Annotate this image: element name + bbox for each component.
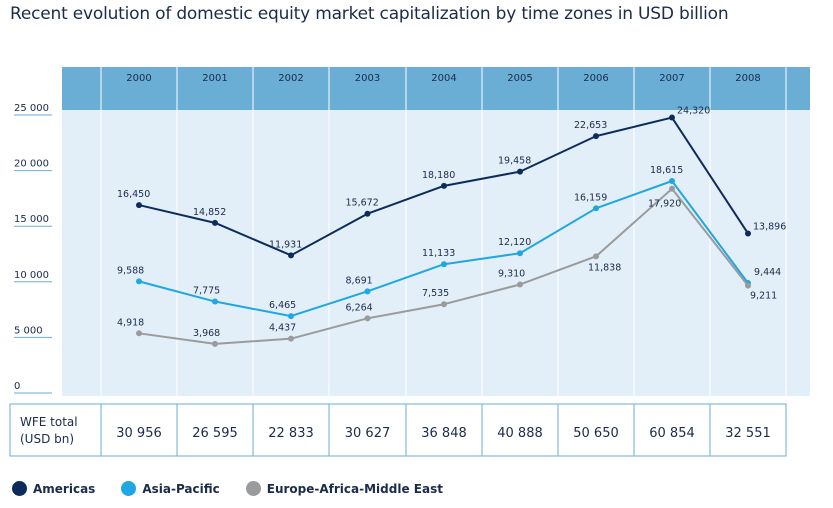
legend-item-asia-pacific: Asia-Pacific (121, 481, 220, 496)
data-point (669, 114, 675, 121)
data-label: 9,310 (498, 268, 525, 279)
data-label: 11,838 (588, 262, 621, 273)
data-label: 3,968 (193, 328, 220, 339)
data-point (669, 185, 675, 192)
y-tick-label: 5 000 (14, 325, 43, 336)
line-chart: 2000 2001 2002 2003 2004 2005 2006 2007 2008 0 5 0… (9, 67, 810, 457)
data-point (212, 298, 218, 305)
x-tick-label: 2004 (431, 73, 456, 84)
wfe-total-row (9, 403, 787, 457)
data-point (517, 168, 523, 175)
data-point (593, 253, 599, 260)
data-point (288, 313, 294, 320)
data-point (745, 230, 751, 237)
data-label: 24,320 (677, 106, 710, 117)
data-label: 11,133 (422, 248, 455, 259)
data-label: 16,159 (574, 192, 607, 203)
wfe-total-value: 26 595 (192, 426, 238, 441)
data-label: 6,264 (346, 302, 373, 313)
data-label: 7,775 (193, 286, 220, 297)
legend-marker-asia-pacific (121, 481, 137, 496)
y-tick-label: 20 000 (14, 159, 49, 170)
x-tick-label: 2000 (126, 73, 151, 84)
wfe-total-value: 32 551 (725, 426, 771, 441)
data-label: 14,852 (193, 207, 226, 218)
data-label: 9,588 (117, 265, 144, 276)
x-tick-label: 2001 (202, 73, 227, 84)
data-point (441, 301, 447, 308)
data-label: 7,535 (422, 288, 449, 299)
data-point (364, 288, 371, 295)
data-label: 16,450 (117, 189, 150, 200)
y-tick-label: 15 000 (14, 214, 49, 225)
data-label: 4,437 (269, 323, 296, 334)
legend-label-americas: Americas (33, 481, 96, 496)
data-point (441, 261, 447, 268)
x-tick-label: 2007 (659, 73, 684, 84)
data-label: 15,672 (346, 198, 379, 209)
data-point (441, 182, 447, 189)
data-point (212, 219, 218, 226)
data-label: 9,444 (754, 267, 781, 278)
wfe-total-label: (USD bn) (20, 432, 74, 446)
data-point (669, 178, 675, 185)
x-tick-label: 2002 (278, 73, 303, 84)
data-point (136, 202, 142, 209)
data-label: 9,211 (750, 291, 777, 302)
wfe-total-value: 30 956 (116, 426, 162, 441)
data-label: 18,180 (422, 170, 455, 181)
data-point (364, 315, 371, 322)
data-point (212, 340, 218, 347)
wfe-total-value: 30 627 (345, 426, 391, 441)
x-tick-label: 2005 (507, 73, 532, 84)
data-label: 6,465 (269, 300, 296, 311)
plot-background (62, 110, 810, 396)
data-point (136, 278, 142, 285)
x-tick-label: 2008 (735, 73, 760, 84)
legend-label-emea: Europe-Africa-Middle East (266, 481, 443, 496)
wfe-total-value: 50 650 (573, 426, 619, 441)
data-label: 12,120 (498, 237, 531, 248)
y-tick-label: 25 000 (14, 103, 49, 114)
wfe-total-value: 60 854 (649, 426, 695, 441)
year-header-band (62, 67, 810, 110)
legend-marker-emea (245, 481, 261, 496)
wfe-total-value: 40 888 (497, 426, 543, 441)
wfe-total-label: WFE total (20, 415, 78, 429)
legend-item-emea: Europe-Africa-Middle East (245, 481, 443, 496)
chart-title: Recent evolution of domestic equity mark… (10, 4, 729, 24)
data-point (288, 335, 294, 342)
data-point (288, 252, 294, 259)
y-tick-label: 10 000 (14, 270, 49, 281)
data-label: 19,458 (498, 156, 531, 167)
data-label: 13,896 (753, 221, 786, 232)
data-point (517, 250, 523, 257)
data-point (745, 282, 751, 289)
legend-marker-americas (12, 481, 27, 496)
x-tick-label: 2006 (583, 73, 608, 84)
data-label: 22,653 (574, 120, 607, 131)
legend: Americas Asia-Pacific Europe-Africa-Midd… (12, 481, 469, 496)
x-tick-label: 2003 (355, 73, 380, 84)
legend-item-americas: Americas (12, 481, 95, 496)
legend-label-asia-pacific: Asia-Pacific (142, 481, 220, 496)
data-label: 4,918 (117, 317, 144, 328)
data-point (364, 210, 371, 217)
data-point (593, 205, 599, 212)
wfe-total-value: 22 833 (268, 426, 314, 441)
data-label: 11,931 (269, 239, 302, 250)
data-point (136, 330, 142, 337)
data-label: 18,615 (650, 165, 683, 176)
data-point (593, 133, 599, 140)
data-label: 17,920 (648, 199, 681, 210)
data-point (517, 281, 523, 288)
wfe-total-value: 36 848 (421, 426, 467, 441)
data-label: 8,691 (346, 275, 373, 286)
y-tick-label: 0 (14, 381, 20, 392)
